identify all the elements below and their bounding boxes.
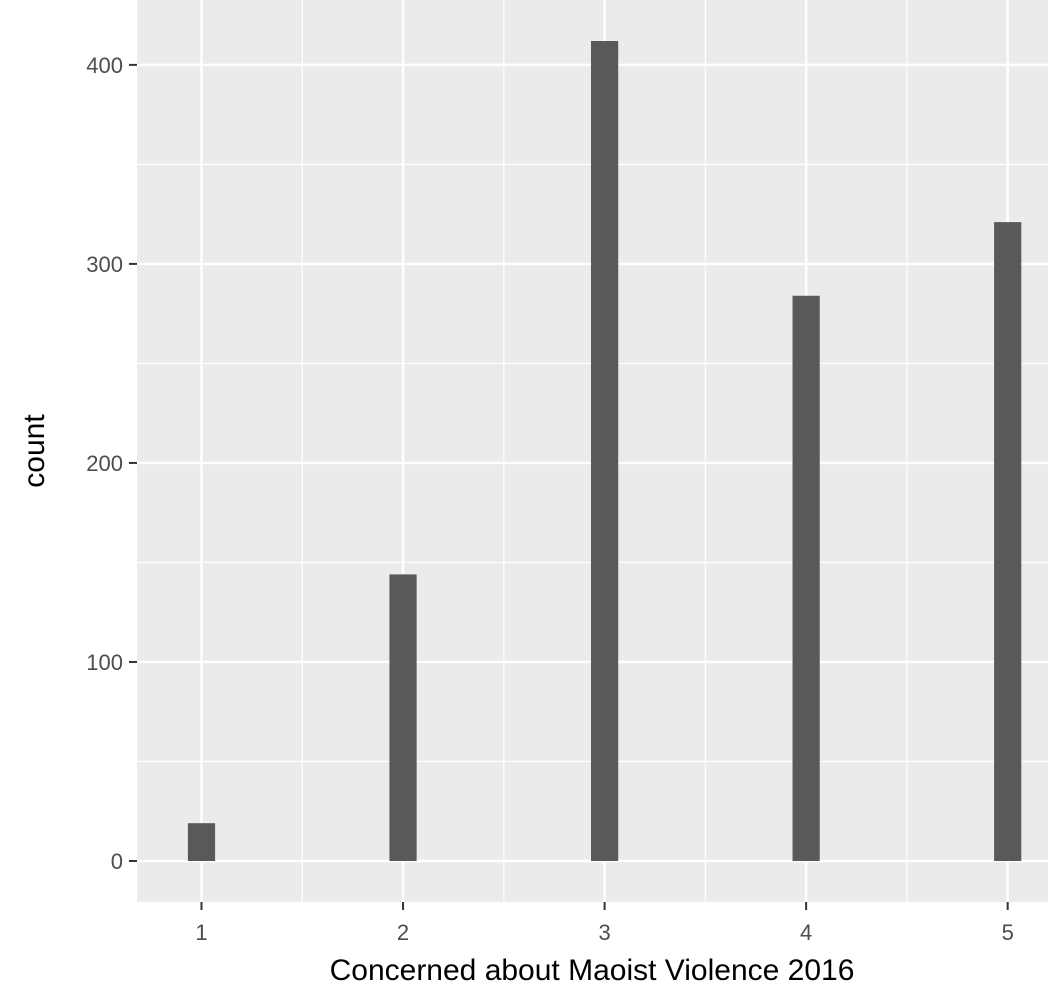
x-axis-title: Concerned about Maoist Violence 2016 <box>330 954 855 986</box>
bars <box>187 41 1022 861</box>
x-tick-label: 4 <box>800 920 812 945</box>
x-tick-label: 3 <box>598 920 610 945</box>
bar <box>994 222 1022 861</box>
bar <box>590 41 619 861</box>
bar <box>389 574 417 861</box>
x-tick-label: 1 <box>195 920 207 945</box>
y-tick-label: 0 <box>111 849 123 874</box>
bar <box>792 295 820 861</box>
y-axis: 0 100 200 300 400 <box>86 53 137 874</box>
x-tick-label: 2 <box>397 920 409 945</box>
bar <box>187 823 216 861</box>
x-tick-label: 5 <box>1002 920 1014 945</box>
y-tick-label: 400 <box>86 53 123 78</box>
y-tick-label: 100 <box>86 650 123 675</box>
x-axis: 1 2 3 4 5 <box>195 902 1014 945</box>
y-axis-title: count <box>18 414 51 488</box>
y-tick-label: 200 <box>86 451 123 476</box>
y-tick-label: 300 <box>86 252 123 277</box>
